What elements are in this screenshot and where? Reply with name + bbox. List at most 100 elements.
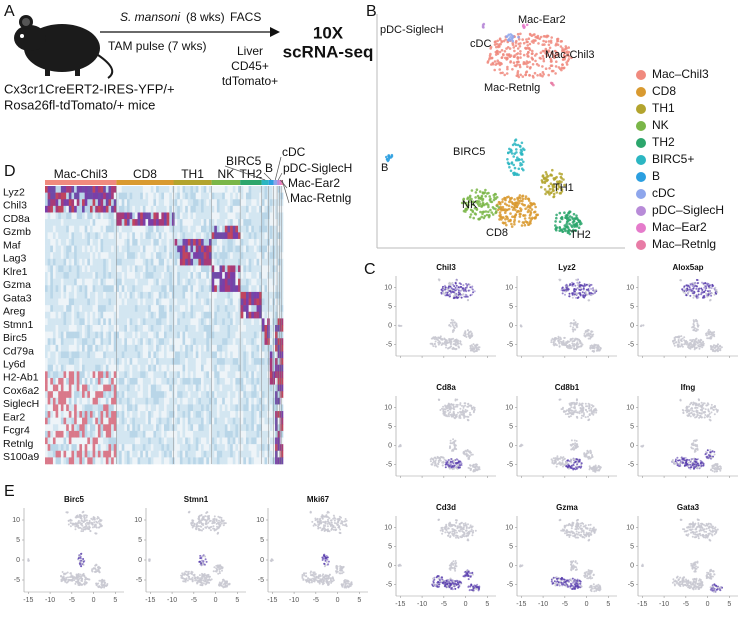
cell-point <box>500 63 503 66</box>
cell-point <box>553 338 555 340</box>
cell-point <box>699 348 701 350</box>
cell-point <box>698 288 700 290</box>
cell-point <box>460 536 462 538</box>
cell-point <box>433 582 435 584</box>
cell-point <box>537 64 540 67</box>
cell-point <box>473 348 475 350</box>
cell-point <box>76 524 78 526</box>
cell-point <box>516 156 519 159</box>
cell-point <box>491 57 494 60</box>
gene-title: Gata3 <box>677 503 700 512</box>
cell-point <box>573 443 575 445</box>
cell-point <box>489 209 492 212</box>
cell-point <box>709 293 711 295</box>
cell-point <box>551 169 554 172</box>
cell-point <box>445 409 447 411</box>
cell-point <box>683 528 685 530</box>
cell-point <box>218 520 220 522</box>
cell-point <box>709 338 711 340</box>
cell-point <box>448 407 450 409</box>
mouse <box>14 15 112 78</box>
cell-point <box>457 464 459 466</box>
cell-point <box>695 528 697 530</box>
cell-point <box>571 561 573 563</box>
cell-point <box>695 571 697 573</box>
cell-point <box>509 55 512 58</box>
legend-swatch <box>636 104 646 114</box>
cell-point <box>517 210 520 213</box>
cell-point <box>506 196 509 199</box>
cell-point <box>499 211 502 214</box>
cell-point <box>678 342 680 344</box>
cell-point <box>466 284 468 286</box>
cell-point <box>560 177 563 180</box>
cell-point <box>81 523 83 525</box>
cluster-label: Mac-Retnlg <box>484 82 540 94</box>
x-tick-label: 0 <box>214 597 218 604</box>
cell-point <box>686 406 688 408</box>
cell-point <box>523 54 526 57</box>
cell-point <box>455 324 457 326</box>
cell-point <box>712 285 714 287</box>
cell-point <box>576 440 578 442</box>
cell-point <box>81 578 83 580</box>
cell-point <box>450 406 452 408</box>
cell-point <box>565 463 567 465</box>
cell-point <box>452 291 454 293</box>
cell-point <box>553 195 556 198</box>
cell-point <box>459 340 461 342</box>
gene-title: Chil3 <box>436 263 456 272</box>
cell-point <box>63 575 65 577</box>
cell-point <box>98 526 100 528</box>
cell-point <box>570 462 572 464</box>
sort-method: FACS <box>230 10 261 24</box>
cell-point <box>74 583 76 585</box>
cell-point <box>715 531 717 533</box>
cell-point <box>690 402 692 404</box>
x-tick-label: -10 <box>659 601 669 608</box>
cell-point <box>459 463 461 465</box>
cell-point <box>519 56 522 59</box>
legend-swatch <box>636 206 646 216</box>
cell-point <box>540 186 543 189</box>
cell-point <box>75 528 77 530</box>
cell-point <box>577 528 579 530</box>
cell-point <box>506 56 509 59</box>
cell-point <box>572 578 574 580</box>
cell-point <box>459 408 461 410</box>
cell-point <box>434 465 436 467</box>
cell-point <box>575 289 577 291</box>
cell-point <box>438 337 440 339</box>
cell-point <box>587 416 589 418</box>
cell-point <box>511 202 514 205</box>
cell-point <box>521 224 524 227</box>
cell-point <box>578 296 580 298</box>
cell-point <box>698 525 700 527</box>
umap-points <box>148 511 231 589</box>
cell-point <box>511 161 514 164</box>
genotype: Rosa26fl-tdTomato/+ mice <box>4 97 155 112</box>
cell-point <box>521 564 523 566</box>
cell-point <box>466 535 468 537</box>
y-tick-label: 0 <box>388 322 392 329</box>
cell-point <box>571 566 573 568</box>
cell-point <box>455 323 457 325</box>
cell-point <box>570 583 572 585</box>
cell-point <box>459 411 461 413</box>
cell-point <box>444 285 446 287</box>
cell-point <box>449 583 451 585</box>
cell-point <box>685 530 687 532</box>
cell-point <box>586 284 588 286</box>
cell-point <box>566 345 568 347</box>
cell-point <box>712 346 714 348</box>
cell-point <box>448 581 450 583</box>
cell-point <box>453 413 455 415</box>
cell-point <box>699 530 701 532</box>
cell-point <box>456 580 458 582</box>
cell-point <box>714 464 716 466</box>
cell-point <box>529 33 532 36</box>
cell-point <box>550 64 553 67</box>
cell-point <box>440 456 442 458</box>
cell-point <box>220 521 222 523</box>
cell-point <box>695 440 697 442</box>
